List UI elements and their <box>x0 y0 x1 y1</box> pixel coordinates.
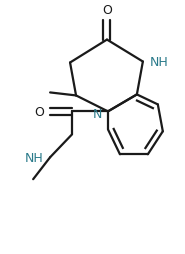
Text: NH: NH <box>150 56 169 69</box>
Text: N: N <box>93 107 102 120</box>
Text: NH: NH <box>24 151 43 164</box>
Text: O: O <box>102 4 112 17</box>
Text: O: O <box>34 105 44 118</box>
